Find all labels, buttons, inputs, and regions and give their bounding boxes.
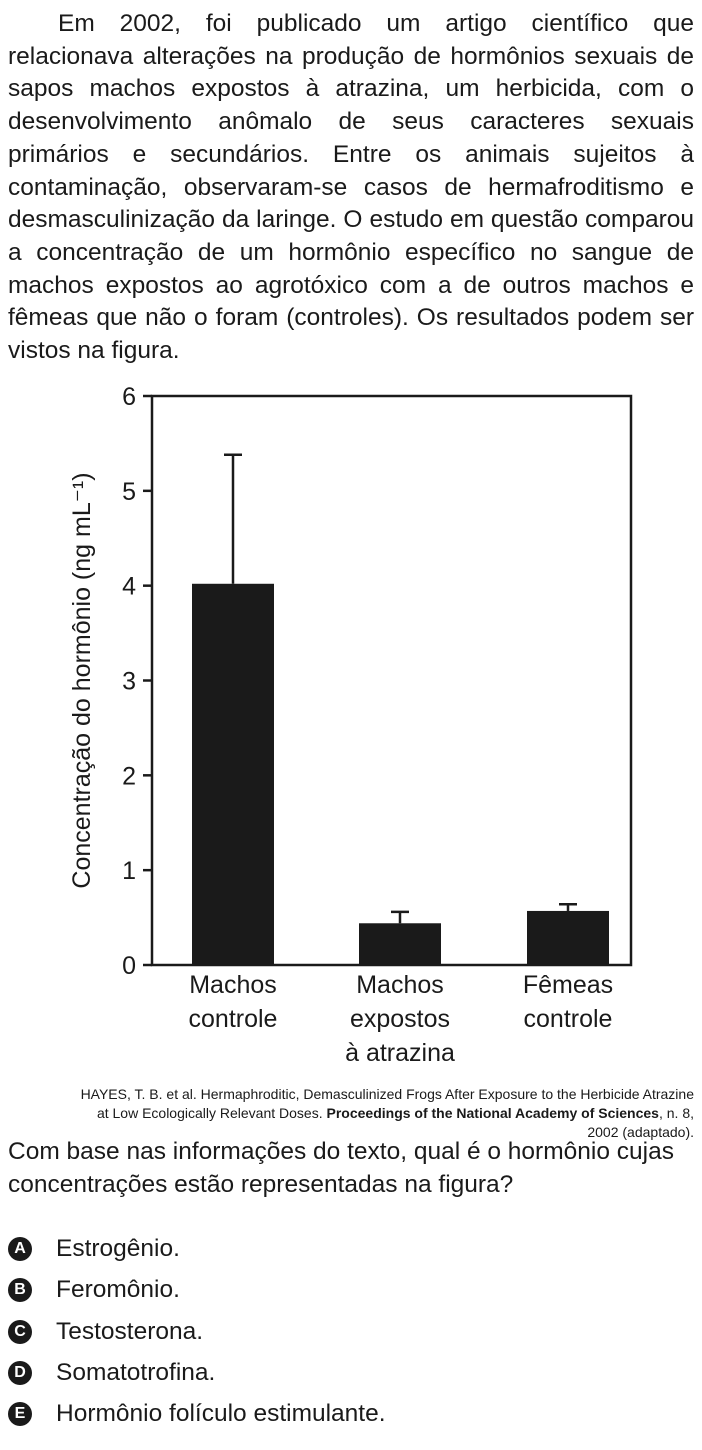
citation: HAYES, T. B. et al. Hermaphroditic, Dema… xyxy=(74,1085,694,1142)
y-tick-label-3: 3 xyxy=(122,668,136,696)
option-d-badge: D xyxy=(8,1360,32,1385)
citation-text: HAYES, T. B. et al. Hermaphroditic, Dema… xyxy=(80,1086,694,1121)
option-a[interactable]: A Estrogênio. xyxy=(8,1233,386,1274)
option-c-badge: C xyxy=(8,1319,32,1344)
option-c[interactable]: C Testosterona. xyxy=(8,1316,386,1357)
x-tick-label-0-0: Machos xyxy=(189,971,277,999)
x-tick-label-0-1: controle xyxy=(189,1005,278,1033)
citation-details: , n. 8, 2002 (adaptado). xyxy=(587,1105,694,1140)
x-tick-label-2-1: controle xyxy=(524,1005,613,1033)
intro-paragraph: Em 2002, foi publicado um artigo científ… xyxy=(8,10,694,365)
option-b[interactable]: B Feromônio. xyxy=(8,1274,386,1315)
option-c-text: Testosterona. xyxy=(56,1317,204,1345)
x-tick-label-2-0: Fêmeas xyxy=(523,971,613,999)
x-tick-label-1-1: expostos xyxy=(350,1005,450,1033)
y-tick-label-4: 4 xyxy=(122,573,136,601)
bar-2 xyxy=(527,910,609,965)
x-tick-label-1-0: Machos xyxy=(356,971,444,999)
bar-chart: 0 1 2 3 4 5 6 Concentração do hormônio (ng mL⁻¹… xyxy=(0,380,702,1085)
option-a-badge: A xyxy=(8,1237,32,1261)
answer-options: A Estrogênio. B Feromônio. C Testosteron… xyxy=(8,1233,386,1439)
option-b-text: Feromônio. xyxy=(56,1276,180,1304)
option-d-text: Somatotrofina. xyxy=(56,1358,216,1386)
y-tick-label-2: 2 xyxy=(122,762,136,790)
x-tick-label-1-2: à atrazina xyxy=(345,1039,455,1067)
option-e-badge: E xyxy=(8,1402,32,1427)
bar-0 xyxy=(192,583,274,965)
y-tick-label-6: 6 xyxy=(122,383,136,411)
question-text: Com base nas informações do texto, qual … xyxy=(8,1138,674,1198)
y-tick-label-5: 5 xyxy=(122,478,136,506)
y-tick-label-1: 1 xyxy=(122,857,136,885)
option-e-text: Hormônio folículo estimulante. xyxy=(56,1400,386,1428)
bar-chart-svg: 0 1 2 3 4 5 6 Concentração do hormônio (ng mL⁻¹… xyxy=(68,383,633,1067)
y-axis-label: Concentração do hormônio (ng mL⁻¹) xyxy=(68,472,96,888)
citation-journal: Proceedings of the National Academy of S… xyxy=(326,1105,659,1121)
intro-text: Em 2002, foi publicado um artigo científ… xyxy=(8,8,694,368)
option-d[interactable]: D Somatotrofina. xyxy=(8,1357,386,1398)
bar-1 xyxy=(359,923,441,965)
option-e[interactable]: E Hormônio folículo estimulante. xyxy=(8,1398,386,1439)
option-a-text: Estrogênio. xyxy=(56,1235,180,1262)
y-tick-label-0: 0 xyxy=(122,952,136,980)
option-b-badge: B xyxy=(8,1278,32,1303)
